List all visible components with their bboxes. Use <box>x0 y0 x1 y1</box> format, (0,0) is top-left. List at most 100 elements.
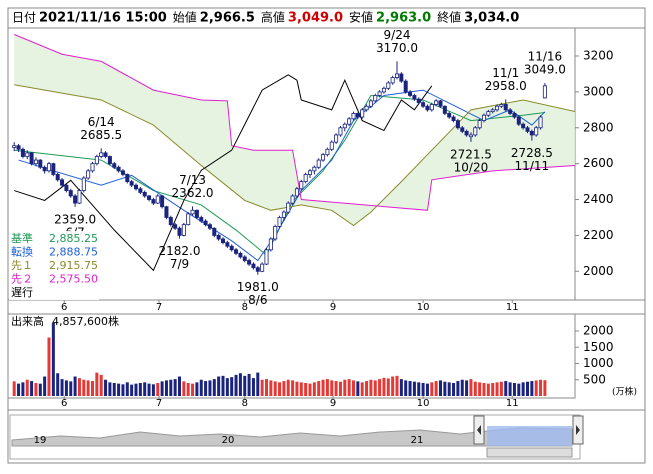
volume-bar <box>256 372 260 396</box>
x-tick-label: 7 <box>156 302 162 313</box>
candle-body <box>12 145 17 148</box>
volume-bar <box>47 337 51 396</box>
volume-bar <box>178 376 181 396</box>
indicator-line <box>14 34 575 211</box>
candle-body <box>99 152 104 157</box>
legend-label: 転換 <box>11 246 33 259</box>
candle-body <box>234 249 239 254</box>
volume-bar <box>260 379 264 396</box>
candle-body <box>268 238 273 251</box>
candle-body <box>277 217 282 227</box>
legend-value: 2,885.25 <box>49 232 98 245</box>
y-tick-label: 2200 <box>583 228 614 242</box>
volume-bar <box>443 381 447 396</box>
volume-bar <box>526 381 529 396</box>
y-tick-label: 2600 <box>583 156 614 170</box>
volume-bar <box>286 379 290 396</box>
volume-bar <box>434 381 438 396</box>
indicator-line <box>14 94 545 256</box>
volume-bar <box>508 382 512 396</box>
candle-body <box>142 191 147 197</box>
candle-body <box>377 91 382 96</box>
candle-body <box>133 184 138 190</box>
candle-body <box>20 148 25 157</box>
volume-subtitle: 4,857,600株 <box>52 314 119 328</box>
volume-bar <box>539 379 543 396</box>
candle-body <box>64 184 69 191</box>
candle-body <box>147 195 152 200</box>
volume-bar <box>504 381 508 396</box>
volume-bar <box>156 383 160 396</box>
volume-bar <box>447 382 451 396</box>
annotation-price: 2182.0 <box>159 244 201 258</box>
navigator[interactable] <box>9 414 584 460</box>
candle-body <box>455 120 460 129</box>
volume-bar <box>412 381 416 396</box>
volume-bar <box>530 381 534 396</box>
y-tick-label: 2000 <box>583 324 614 338</box>
volume-bar <box>82 379 86 396</box>
candle-body <box>521 123 526 129</box>
candle-body <box>107 156 112 165</box>
volume-panel <box>7 313 576 399</box>
candle-body <box>94 156 99 165</box>
legend-value: 2,888.75 <box>49 246 98 259</box>
candle-body <box>386 82 391 89</box>
x-tick-label: 8 <box>242 398 248 409</box>
candle-body <box>116 166 121 172</box>
annotation-date: 6/14 <box>88 115 115 129</box>
header-value: 3,034.0 <box>464 11 519 26</box>
candle-body <box>151 199 156 204</box>
volume-bar <box>338 381 342 396</box>
volume-bar <box>243 375 247 396</box>
candle-body <box>373 95 378 102</box>
volume-bar <box>382 377 386 396</box>
candle-body <box>168 217 173 226</box>
navigator-scrollbar[interactable] <box>486 447 573 458</box>
navigator-label: 21 <box>411 435 424 446</box>
volume-bar <box>365 381 369 396</box>
volume-bar <box>469 379 473 396</box>
annotation-date: 7/9 <box>170 257 189 271</box>
candle-body <box>325 148 330 156</box>
volume-bar <box>104 379 108 396</box>
candle-body <box>508 109 513 114</box>
legend-label: 先１ <box>11 259 33 272</box>
volume-bar <box>56 373 60 396</box>
volume-bar <box>199 379 203 396</box>
volume-bar <box>134 383 138 396</box>
volume-bar <box>312 382 316 396</box>
volume-bar <box>308 383 312 396</box>
header-value: 3,049.0 <box>288 11 343 26</box>
candle-body <box>225 242 230 247</box>
candle-body <box>468 134 473 138</box>
volume-bar <box>51 322 55 396</box>
x-tick-label: 6 <box>61 302 67 313</box>
x-tick-label: 8 <box>242 302 248 313</box>
volume-bar <box>25 379 29 396</box>
volume-bar <box>391 376 395 396</box>
legend-value: 2,575.50 <box>49 273 98 286</box>
volume-bar <box>373 380 377 396</box>
volume-bar <box>278 382 282 396</box>
candle-body <box>416 98 421 104</box>
candle-body <box>429 104 434 111</box>
volume-bar <box>521 382 525 396</box>
volume-bar <box>465 380 469 396</box>
annotation-date: 10/20 <box>454 160 489 174</box>
candle-body <box>495 105 500 111</box>
volume-bar <box>221 375 225 396</box>
volume-bar <box>421 383 425 396</box>
volume-bar <box>330 380 334 396</box>
candle-body <box>25 152 30 157</box>
candle-body <box>120 170 125 175</box>
volume-bar <box>534 380 538 396</box>
volume-bar <box>121 384 125 396</box>
candle-body <box>316 159 321 168</box>
candle-body <box>512 113 517 118</box>
volume-bar <box>321 379 325 396</box>
candle-body <box>81 177 86 191</box>
volume-bar <box>473 381 477 396</box>
volume-bar <box>343 379 347 396</box>
candle-body <box>307 170 312 175</box>
